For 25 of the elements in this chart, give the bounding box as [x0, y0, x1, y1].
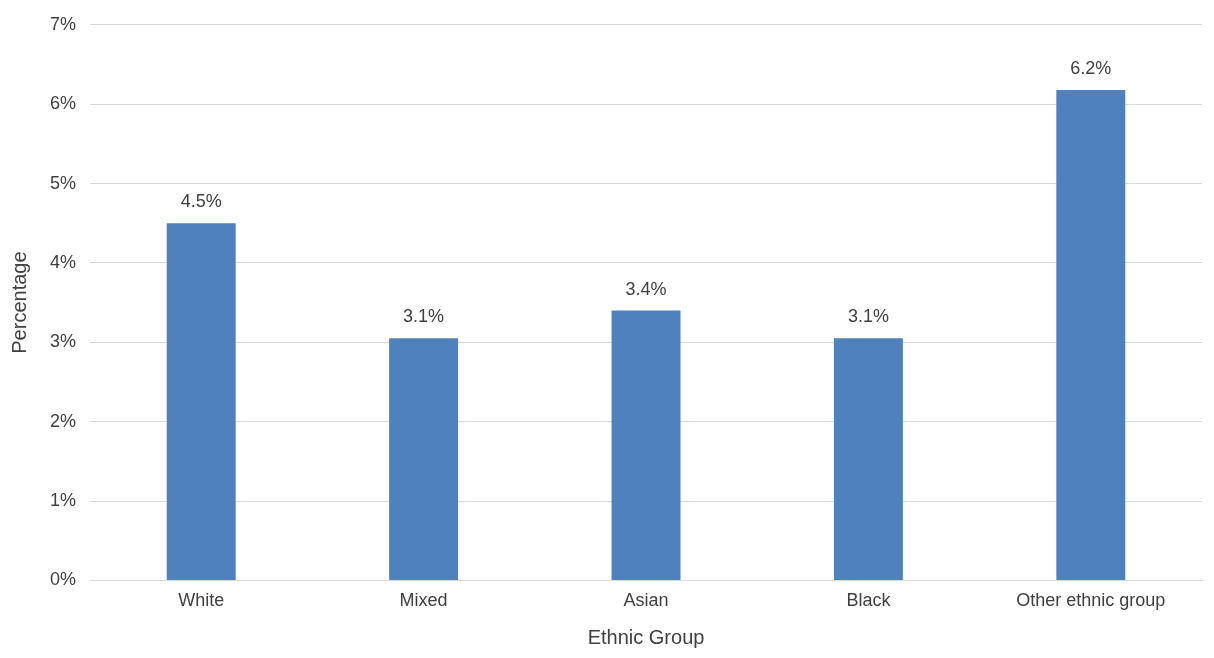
- y-tick-label: 5%: [50, 172, 77, 193]
- y-tick-label: 3%: [50, 331, 77, 352]
- data-label: 3.4%: [625, 278, 667, 299]
- x-tick-label: Asian: [623, 590, 669, 611]
- data-label: 3.1%: [403, 306, 445, 327]
- y-axis-title: Percentage: [7, 251, 30, 354]
- bar: [389, 338, 459, 580]
- x-tick-label: White: [178, 590, 225, 611]
- y-tick-label: 6%: [50, 93, 77, 114]
- y-tick-label: 1%: [50, 490, 77, 510]
- bar: [1056, 89, 1126, 580]
- x-tick-label: Black: [846, 590, 892, 611]
- y-tick-label: 4%: [50, 251, 77, 272]
- y-tick-label: 0%: [50, 569, 77, 590]
- y-tick-label: 2%: [50, 410, 77, 431]
- data-label: 6.2%: [1070, 57, 1112, 78]
- data-label: 3.1%: [847, 306, 889, 327]
- x-tick-label: Other ethnic group: [1016, 590, 1166, 611]
- y-tick-label: 7%: [50, 13, 77, 34]
- x-axis-title: Ethnic Group: [587, 625, 705, 648]
- data-label: 4.5%: [180, 191, 222, 212]
- x-tick-label: Mixed: [399, 590, 448, 611]
- bar: [166, 223, 236, 580]
- bar: [611, 310, 681, 580]
- bar: [833, 338, 903, 580]
